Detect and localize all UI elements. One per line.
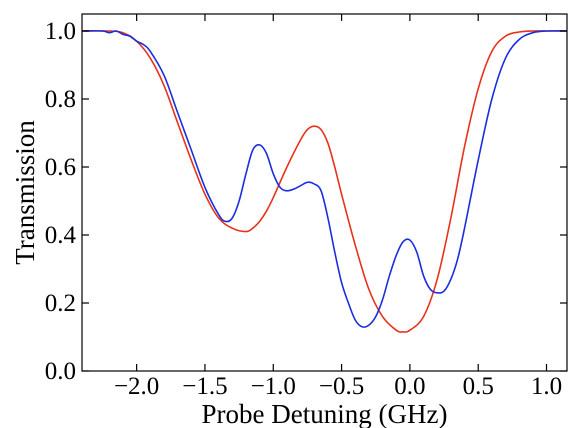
x-tick-label: 0.5: [463, 373, 494, 400]
x-tick-label: 1.0: [531, 373, 562, 400]
y-tick-label: 0.6: [45, 154, 76, 181]
x-tick-label: −0.5: [319, 373, 364, 400]
x-tick-label: −2.0: [114, 373, 159, 400]
series-line-1: [81, 30, 567, 333]
series-line-2: [81, 30, 568, 328]
y-tick-label: 0.8: [45, 86, 76, 113]
ticks-layer: −2.0 −1.5 −1.0 −0.5 0.0 0.5 1.0 0.0 0.2 0.4 0.6 0.8…: [45, 14, 567, 400]
x-tick-label: −1.5: [182, 373, 227, 400]
x-axis-label: Probe Detuning (GHz): [202, 399, 448, 428]
x-tick-label: 0.0: [394, 373, 425, 400]
y-tick-label: 0.2: [45, 290, 76, 317]
y-tick-label: 1.0: [45, 18, 76, 45]
y-tick-label: 0.4: [45, 222, 77, 249]
series-layer: [81, 30, 568, 333]
plot-frame: [81, 13, 568, 372]
x-tick-label: −1.0: [251, 373, 296, 400]
y-axis-label: Transmission: [10, 120, 40, 265]
y-tick-label: 0.0: [45, 358, 76, 385]
